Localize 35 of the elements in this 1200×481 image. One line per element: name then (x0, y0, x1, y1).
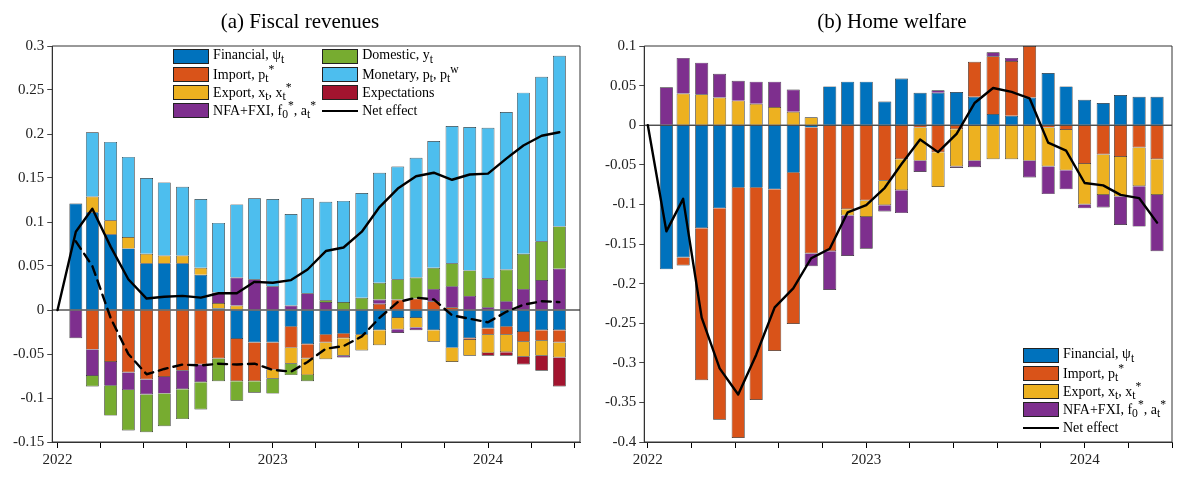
legend-label: Financial, ψ$_{t}$ (1063, 346, 1135, 365)
y-tick-label: 0.1 (617, 36, 637, 53)
y-tick-label: -0.3 (612, 353, 637, 370)
legend-label: Net effect (1063, 419, 1119, 436)
y-tick-label: 0.15 (18, 168, 45, 185)
y-tick-label: -0.1 (612, 195, 637, 212)
x-tick-label: 2022 (42, 450, 73, 467)
y-tick-label: 0 (628, 116, 637, 133)
chart-title: (b) Home welfare (816, 8, 968, 34)
y-tick-label: -0.2 (612, 274, 637, 291)
legend-label: Net effect (362, 102, 418, 119)
y-tick-label: -0.4 (612, 432, 637, 449)
y-tick-label: 0.2 (25, 124, 45, 141)
legend-label: Domestic, y$_{t}$ (362, 47, 434, 66)
y-tick-label: 0.05 (610, 76, 637, 93)
y-tick-label: 0 (36, 300, 45, 317)
x-tick-label: 2024 (1069, 450, 1101, 467)
y-tick-label: -0.1 (20, 388, 45, 405)
y-tick-label: 0.3 (25, 36, 45, 53)
x-tick-label: 2023 (257, 450, 288, 467)
y-tick-label: -0.25 (605, 314, 637, 331)
y-tick-label: 0.05 (18, 256, 45, 273)
chart-title: (a) Fiscal revenues (219, 8, 381, 34)
y-tick-label: -0.15 (13, 432, 45, 449)
legend-label: Expectations (362, 84, 435, 101)
x-tick-label: 2022 (632, 450, 663, 467)
y-tick-label: -0.15 (605, 234, 637, 251)
legend-label: Financial, ψ$_{t}$ (213, 47, 285, 66)
y-tick-label: -0.05 (605, 155, 637, 172)
x-tick-label: 2024 (473, 450, 504, 467)
y-tick-label: -0.35 (605, 393, 637, 410)
y-tick-label: 0.1 (25, 212, 45, 229)
y-tick-label: -0.05 (13, 344, 45, 361)
x-tick-label: 2023 (851, 450, 882, 467)
y-tick-label: 0.25 (18, 80, 45, 97)
